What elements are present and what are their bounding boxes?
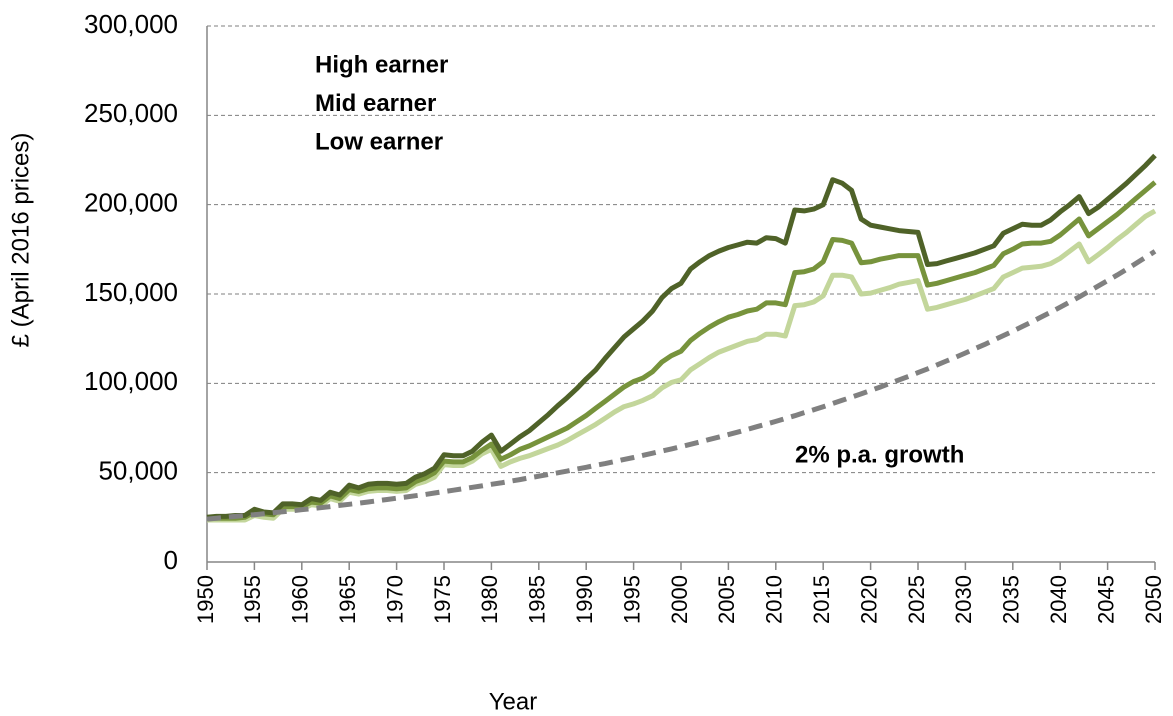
x-tick-label: 1950 bbox=[193, 575, 218, 624]
x-tick-label: 2040 bbox=[1046, 575, 1071, 624]
x-tick-label: 2030 bbox=[951, 575, 976, 624]
series-line bbox=[206, 153, 1157, 520]
x-tick-label: 1995 bbox=[619, 575, 644, 624]
x-tick-label: 2025 bbox=[904, 575, 929, 624]
x-tick-label: 2010 bbox=[762, 575, 787, 624]
x-tick-label: 1990 bbox=[572, 575, 597, 624]
legend-label: Low earner bbox=[315, 128, 443, 155]
x-tick-label: 1965 bbox=[335, 575, 360, 624]
series-line bbox=[206, 249, 1157, 522]
legend-label: Mid earner bbox=[315, 90, 436, 117]
x-tick-label: 1970 bbox=[382, 575, 407, 624]
x-tick-label: 1975 bbox=[430, 575, 455, 624]
x-tick-label: 1960 bbox=[288, 575, 313, 624]
x-tick-label: 2000 bbox=[667, 575, 692, 624]
x-tick-label: 1985 bbox=[525, 575, 550, 624]
y-tick-label: 50,000 bbox=[98, 456, 178, 486]
x-tick-label: 2045 bbox=[1093, 575, 1118, 624]
y-axis-title: £ (April 2016 prices) bbox=[7, 133, 34, 348]
x-tick-label: 2020 bbox=[856, 575, 881, 624]
x-tick-label: 1955 bbox=[240, 575, 265, 624]
y-tick-label: 150,000 bbox=[84, 277, 178, 307]
series-line bbox=[207, 208, 1157, 523]
x-tick-label: 1980 bbox=[477, 575, 502, 624]
legend-label: High earner bbox=[315, 51, 448, 78]
x-axis-title: Year bbox=[489, 688, 538, 715]
y-tick-label: 300,000 bbox=[84, 9, 178, 39]
series-line bbox=[207, 180, 1157, 521]
y-tick-label: 100,000 bbox=[84, 366, 178, 396]
y-tick-label: 200,000 bbox=[84, 188, 178, 218]
x-tick-label: 2035 bbox=[999, 575, 1024, 624]
x-tick-label: 2015 bbox=[809, 575, 834, 624]
y-tick-label: 250,000 bbox=[84, 98, 178, 128]
x-tick-label: 2050 bbox=[1141, 575, 1166, 624]
line-annotation: 2% p.a. growth bbox=[795, 441, 964, 468]
x-tick-label: 2005 bbox=[714, 575, 739, 624]
y-tick-label: 0 bbox=[164, 545, 178, 575]
